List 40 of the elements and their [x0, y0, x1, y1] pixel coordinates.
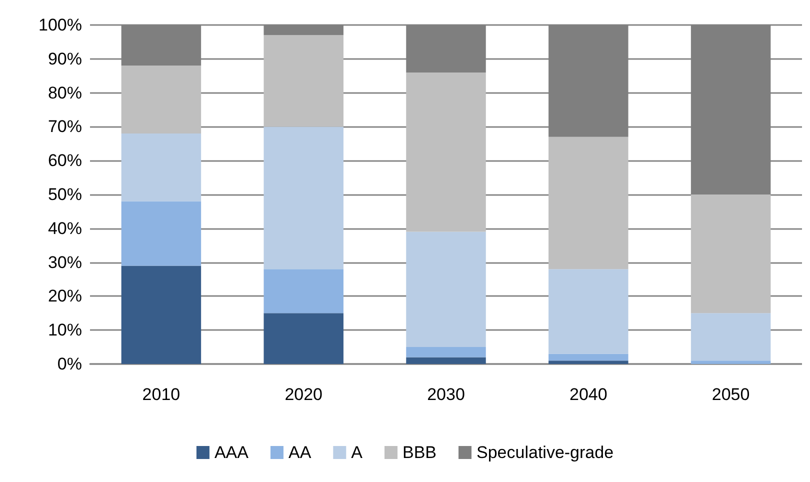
bar [264, 313, 344, 364]
bar [121, 66, 202, 134]
bar [548, 269, 628, 354]
bar [406, 232, 486, 348]
y-tick-label: 90% [48, 49, 82, 68]
bar [406, 357, 486, 364]
y-tick-label: 0% [57, 354, 82, 374]
y-tick-label: 50% [48, 185, 82, 204]
y-tick-label: 30% [48, 252, 82, 272]
bar [548, 136, 628, 270]
bar [264, 35, 344, 127]
bar [548, 360, 628, 364]
y-tick-label: 80% [48, 83, 82, 102]
bar [264, 126, 344, 270]
legend-label: A [351, 443, 364, 462]
legend-label: Speculative-grade [476, 443, 614, 462]
bar [264, 269, 344, 314]
bar [548, 354, 628, 361]
x-tick-label: 2050 [712, 385, 750, 404]
bar [121, 266, 202, 364]
x-tick-label: 2030 [427, 385, 465, 404]
y-tick-label: 60% [48, 151, 82, 170]
y-tick-label: 70% [48, 117, 82, 136]
legend-label: AAA [214, 443, 250, 462]
x-tick-label: 2020 [284, 385, 323, 404]
y-tick-label: 10% [48, 320, 82, 340]
bar [406, 72, 486, 232]
x-tick-label: 2010 [142, 385, 180, 404]
y-tick-label: 20% [48, 286, 82, 306]
bar [690, 313, 771, 361]
y-tick-label: 100% [38, 16, 82, 34]
bar [121, 201, 202, 266]
legend-label: BBB [402, 443, 437, 462]
bar [121, 133, 202, 202]
y-tick-label: 40% [48, 218, 82, 238]
bar [690, 360, 771, 364]
bar [690, 194, 771, 314]
x-tick-label: 2040 [569, 385, 608, 404]
bar [406, 347, 486, 358]
legend-label: AA [288, 443, 312, 462]
